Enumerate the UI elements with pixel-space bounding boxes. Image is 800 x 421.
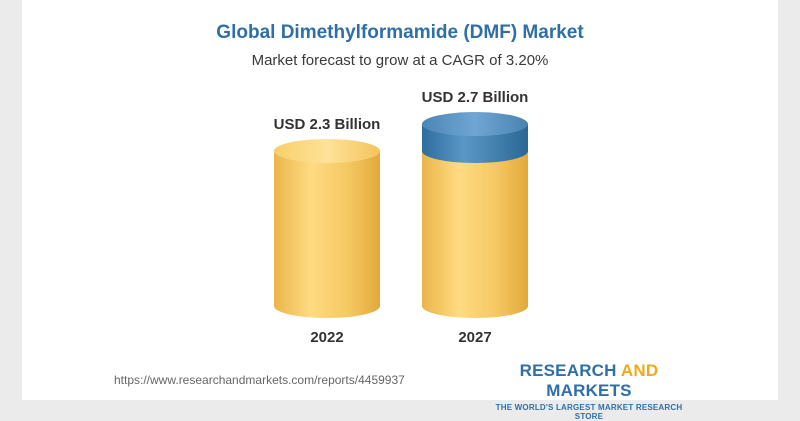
chart-card: Global Dimethylformamide (DMF) Market Ma… <box>22 0 778 421</box>
source-url[interactable]: https://www.researchandmarkets.com/repor… <box>114 373 405 387</box>
data-label-2022: USD 2.3 Billion <box>274 116 381 133</box>
brand-name: RESEARCH AND MARKETS <box>519 361 659 400</box>
data-label-2027: USD 2.7 Billion <box>422 89 529 106</box>
x-tick-label-2027: 2027 <box>458 329 491 346</box>
brand-tagline: THE WORLD'S LARGEST MARKET RESEARCH STOR… <box>495 403 683 421</box>
bar-2022 <box>274 151 380 318</box>
chart-subtitle: Market forecast to grow at a CAGR of 3.2… <box>251 52 549 69</box>
chart-title: Global Dimethylformamide (DMF) Market <box>216 22 584 43</box>
bar-top-2027 <box>422 112 528 137</box>
bar-2027 <box>422 151 528 318</box>
bar-top-2022 <box>274 139 380 163</box>
brand-logo: RESEARCH AND MARKETS THE WORLD'S LARGEST… <box>484 361 694 421</box>
x-tick-label-2022: 2022 <box>310 329 343 346</box>
cylinder-chart: USD 2.3 Billion 2022 USD 2.7 Billion 2027 <box>274 89 529 346</box>
